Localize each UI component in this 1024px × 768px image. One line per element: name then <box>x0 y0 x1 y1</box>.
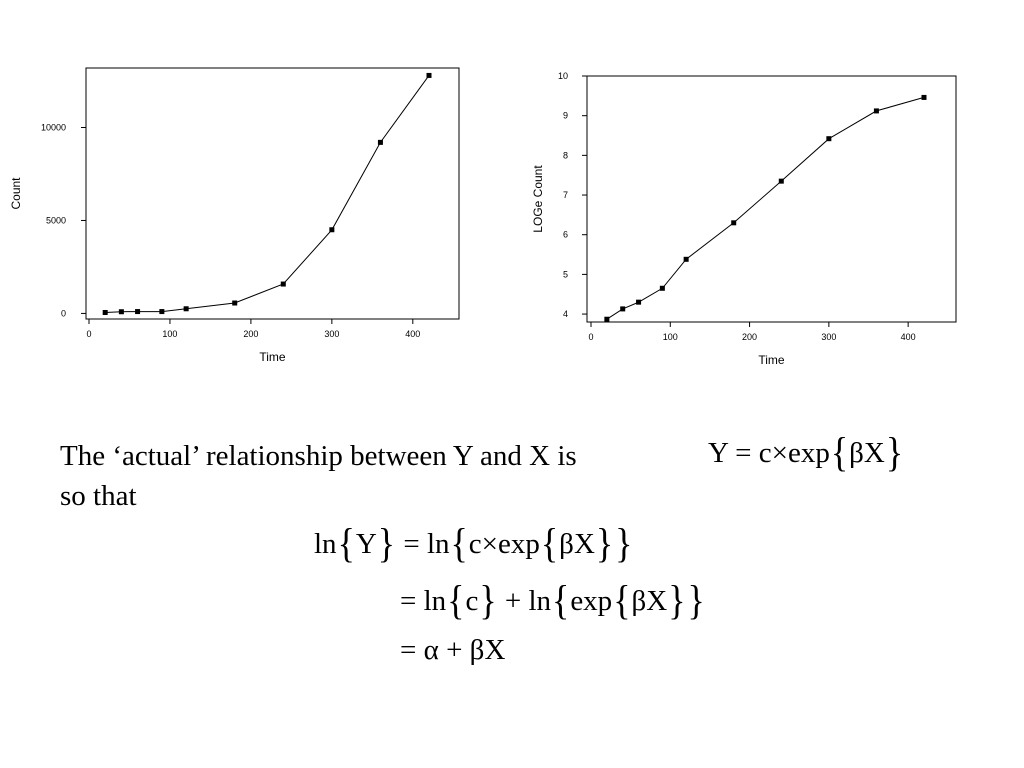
equation-line-3: = α + βX <box>400 634 506 666</box>
chart2-data-point <box>604 316 610 322</box>
chart1-data-point <box>426 72 432 78</box>
chart1-data-point <box>183 306 189 312</box>
chart2-y-tick-label: 7 <box>563 190 568 200</box>
chart1-data-point <box>377 139 383 145</box>
chart1-x-tick-label: 100 <box>162 329 177 339</box>
chart2-data-point <box>778 178 784 184</box>
chart1-data-point <box>159 309 165 315</box>
chart2-data-point <box>826 136 832 142</box>
chart1-y-tick-label: 0 <box>61 308 66 318</box>
chart2-series-line <box>606 96 925 320</box>
chart2-x-tick-label: 100 <box>663 332 678 342</box>
model-equation: Y = c×exp{βX} <box>708 429 904 475</box>
chart2-y-tick-label: 6 <box>563 230 568 240</box>
chart1-x-axis-label: Time <box>259 350 286 364</box>
chart1-data-point <box>118 309 124 315</box>
chart1-data-point <box>280 281 286 287</box>
chart2-plot-frame <box>586 75 957 323</box>
chart1-data-point <box>102 309 108 315</box>
chart2-x-tick-label: 200 <box>742 332 757 342</box>
chart2-data-point <box>731 220 737 226</box>
charts-area: 0 100 200 300 400 0 5000 10000 Time Count 0 100 200 3… <box>9 67 957 367</box>
chart2-y-tick-label: 5 <box>563 269 568 279</box>
chart2-data-point <box>921 94 927 100</box>
chart1-data-point <box>329 227 335 233</box>
chart1-y-tick-label: 10000 <box>41 122 66 132</box>
chart1-plot-frame <box>85 67 460 320</box>
chart1-series-line <box>105 75 430 313</box>
chart2-data-point <box>620 306 626 312</box>
equation-line-2: = ln{c} + ln{exp{βX}} <box>400 577 705 623</box>
chart1-data-point <box>135 309 141 315</box>
chart2-y-axis-label: LOGe Count <box>531 165 545 233</box>
chart2-y-tick-label: 4 <box>563 309 568 319</box>
equation-line-1: ln{Y} = ln{c×exp{βX}} <box>314 520 633 566</box>
chart2-x-tick-label: 0 <box>588 332 593 342</box>
chart2-x-tick-label: 300 <box>821 332 836 342</box>
explanation-line-2: so that <box>60 480 137 512</box>
chart1-y-tick-label: 5000 <box>46 215 66 225</box>
chart1-y-axis-label: Count <box>9 177 23 210</box>
chart2-x-axis-label: Time <box>758 353 785 367</box>
explanation-text: The ‘actual’ relationship between Y and … <box>60 436 577 516</box>
chart1-x-tick-label: 0 <box>86 329 91 339</box>
chart2-y-tick-label: 10 <box>558 71 568 81</box>
chart1-data-point <box>232 300 238 306</box>
chart1-x-tick-label: 400 <box>405 329 420 339</box>
chart2-y-tick-label: 8 <box>563 150 568 160</box>
chart2-data-point <box>683 256 689 262</box>
chart2-data-point <box>873 108 879 114</box>
chart2-data-point <box>636 299 642 305</box>
chart2-data-point <box>659 285 665 291</box>
explanation-line-1: The ‘actual’ relationship between Y and … <box>60 440 577 472</box>
chart1-x-tick-label: 200 <box>243 329 258 339</box>
chart2-x-tick-label: 400 <box>901 332 916 342</box>
chart2-y-tick-label: 9 <box>563 111 568 121</box>
chart1-x-tick-label: 300 <box>324 329 339 339</box>
